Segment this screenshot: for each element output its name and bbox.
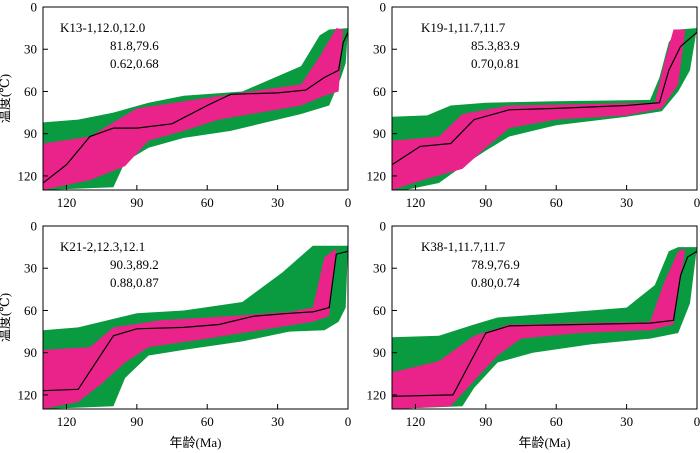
y-tick-label: 120 xyxy=(367,387,387,402)
y-tick-label: 0 xyxy=(31,219,38,234)
sample-annotation-line: 85.3,83.9 xyxy=(471,38,520,53)
y-tick-label: 0 xyxy=(31,0,38,15)
y-tick-label: 120 xyxy=(18,168,38,183)
x-tick-label: 60 xyxy=(550,195,563,210)
x-axis-title: 年龄(Ma) xyxy=(170,435,222,450)
plot-area xyxy=(392,28,697,190)
plot-frame xyxy=(391,225,698,410)
y-tick-label: 30 xyxy=(24,42,37,57)
panel-k19-1: 0 30 60 90 120 120 90 60 30 0 K19-1,11.7,11.7 85.3,… xyxy=(367,0,700,210)
y-tick-label: 120 xyxy=(367,168,387,183)
x-tick-label: 0 xyxy=(345,195,352,210)
x-tick-label: 60 xyxy=(550,414,563,429)
plot-area xyxy=(43,28,348,190)
y-tick-label: 90 xyxy=(373,345,386,360)
plot-frame xyxy=(42,6,349,191)
plot-frame xyxy=(391,6,698,191)
x-tick-label: 30 xyxy=(620,195,633,210)
sample-annotation-line: K38-1,11.7,11.7 xyxy=(421,239,506,254)
best-fit-path-line xyxy=(392,250,697,397)
x-tick-label: 0 xyxy=(694,414,700,429)
x-axis-title: 年龄(Ma) xyxy=(519,435,571,450)
x-tick-label: 0 xyxy=(345,414,352,429)
x-tick-label: 0 xyxy=(694,195,700,210)
x-tick-label: 90 xyxy=(479,195,492,210)
x-tick-label: 120 xyxy=(57,195,77,210)
y-tick-label: 90 xyxy=(24,345,37,360)
x-tick-label: 30 xyxy=(271,195,284,210)
x-tick-label: 30 xyxy=(620,414,633,429)
best-fit-path-line xyxy=(392,31,697,166)
panel-k21-2: 0 30 60 90 120 120 90 60 30 0 K21-2,12.3,12.1 90.3,… xyxy=(0,219,351,451)
x-tick-label: 120 xyxy=(406,414,426,429)
x-tick-label: 90 xyxy=(130,195,143,210)
sample-annotation-line: 0.70,0.81 xyxy=(471,56,520,71)
sample-annotation-line: 81.8,79.6 xyxy=(110,38,159,53)
y-tick-label: 120 xyxy=(18,387,38,402)
sample-annotation-line: K19-1,11.7,11.7 xyxy=(421,20,506,35)
sample-annotation-line: 78.9,76.9 xyxy=(471,257,520,272)
x-tick-label: 120 xyxy=(406,195,426,210)
y-tick-label: 90 xyxy=(373,126,386,141)
x-tick-label: 90 xyxy=(479,414,492,429)
x-tick-label: 30 xyxy=(271,414,284,429)
sample-annotation-line: 90.3,89.2 xyxy=(110,257,159,272)
y-tick-label: 0 xyxy=(380,0,387,15)
y-tick-label: 90 xyxy=(24,126,37,141)
sample-annotation-line: 0.80,0.74 xyxy=(471,275,520,290)
y-tick-label: 30 xyxy=(373,42,386,57)
y-tick-label: 0 xyxy=(380,219,387,234)
best-fit-path-line xyxy=(43,32,348,184)
panel-k13-1: 0 30 60 90 120 120 90 60 30 0 K13-1,12.0,12.0 81.8,… xyxy=(0,0,351,210)
y-tick-label: 30 xyxy=(373,261,386,276)
sample-annotation-line: 0.62,0.68 xyxy=(110,56,159,71)
sample-annotation-line: 0.88,0.87 xyxy=(110,275,159,290)
plot-frame xyxy=(42,225,349,410)
y-tick-label: 30 xyxy=(24,261,37,276)
x-tick-label: 120 xyxy=(57,414,77,429)
acceptable-fit-envelope xyxy=(392,248,686,409)
best-fit-path-line xyxy=(43,250,348,392)
sample-annotation-line: K13-1,12.0,12.0 xyxy=(60,20,145,35)
sample-annotation-line: K21-2,12.3,12.1 xyxy=(60,239,145,254)
x-tick-label: 90 xyxy=(130,414,143,429)
acceptable-fit-envelope xyxy=(392,29,686,190)
plot-area xyxy=(392,247,697,409)
y-axis-title: 温度(℃) xyxy=(0,293,12,342)
plot-area xyxy=(43,245,348,409)
x-tick-label: 60 xyxy=(201,195,214,210)
panel-k38-1: 0 30 60 90 120 120 90 60 30 0 K38-1,11.7,11.7 78.9,… xyxy=(367,219,700,451)
y-axis-title: 温度(℃) xyxy=(0,74,12,123)
y-tick-label: 60 xyxy=(373,303,386,318)
y-tick-label: 60 xyxy=(24,84,37,99)
acceptable-fit-envelope xyxy=(43,28,344,190)
y-tick-label: 60 xyxy=(373,84,386,99)
y-tick-label: 60 xyxy=(24,303,37,318)
x-tick-label: 60 xyxy=(201,414,214,429)
acceptable-fit-envelope xyxy=(43,248,337,409)
